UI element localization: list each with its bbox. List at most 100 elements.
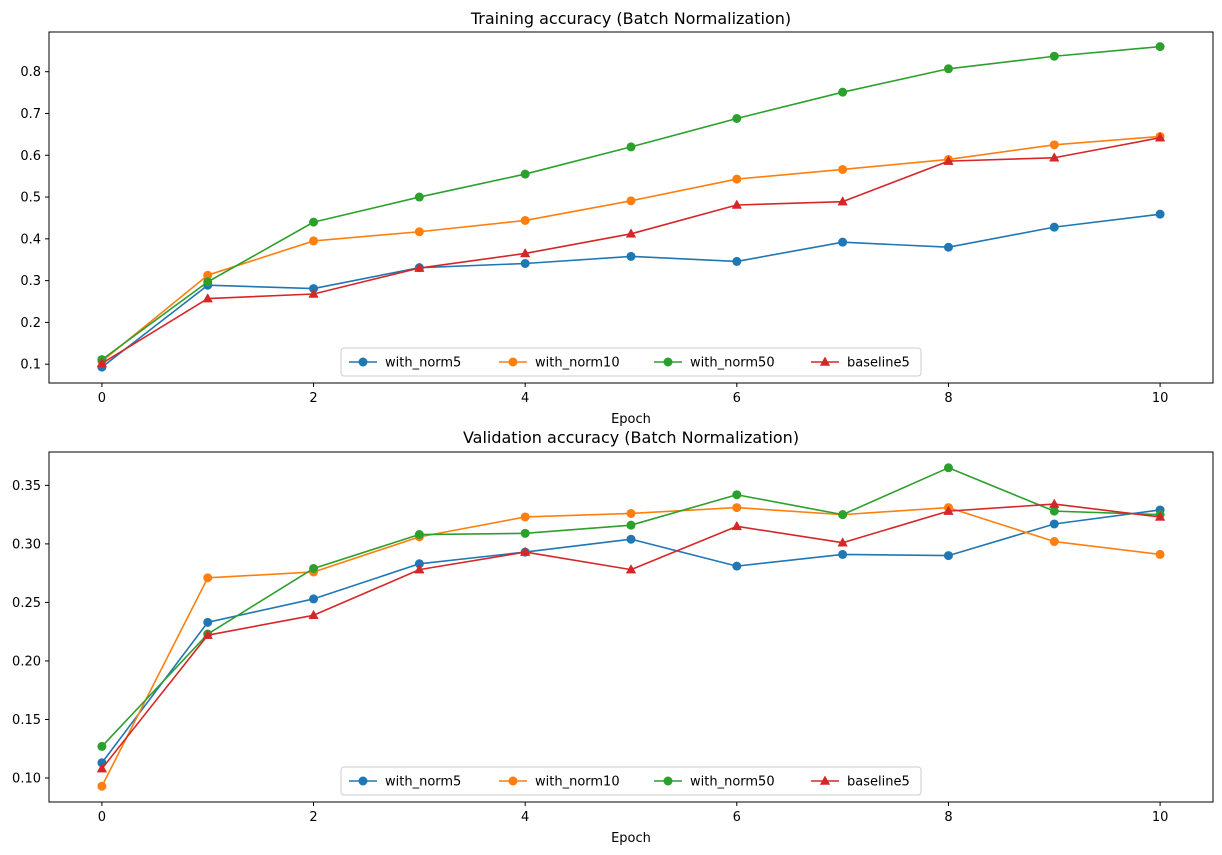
data-point: [1155, 209, 1165, 219]
plot-area: [96, 42, 1166, 372]
y-tick-label: 0.8: [20, 65, 41, 80]
y-tick-label: 0.6: [20, 149, 41, 164]
y-tick-label: 0.10: [12, 772, 41, 787]
data-point: [520, 247, 531, 258]
data-point: [414, 559, 424, 569]
data-point: [838, 549, 848, 559]
y-tick-label: 0.25: [12, 596, 41, 611]
legend-frame: [340, 347, 922, 377]
data-point: [1049, 140, 1059, 150]
data-point: [732, 503, 742, 513]
data-point: [1155, 549, 1165, 559]
data-point: [626, 142, 636, 152]
series-with_norm5: [97, 505, 1165, 768]
data-point: [625, 228, 637, 238]
data-point: [520, 528, 530, 538]
legend-label: with_norm10: [535, 775, 620, 790]
data-point: [309, 217, 319, 227]
data-point: [520, 169, 530, 179]
series-with_norm5: [97, 209, 1165, 372]
data-point: [626, 251, 636, 261]
legend-label: with_norm50: [690, 356, 775, 371]
data-point: [626, 520, 636, 530]
x-tick-label: 8: [944, 810, 952, 825]
y-tick-label: 0.20: [12, 654, 41, 669]
data-point: [203, 270, 213, 280]
legend-marker: [508, 357, 518, 367]
data-point: [943, 242, 953, 252]
axes-frame: [48, 451, 1214, 803]
x-tick-label: 10: [1152, 810, 1169, 825]
legend-label: with_norm5: [385, 356, 461, 371]
y-tick-label: 0.15: [12, 713, 41, 728]
data-point: [732, 113, 742, 123]
legend-marker: [508, 776, 518, 786]
data-point: [626, 534, 636, 544]
data-point: [202, 293, 213, 303]
data-point: [414, 530, 424, 540]
x-tick-label: 0: [98, 391, 106, 406]
data-point: [97, 741, 107, 751]
data-point: [732, 490, 742, 500]
legend-label: baseline5: [847, 775, 910, 790]
data-point: [309, 594, 319, 604]
data-point: [203, 277, 213, 287]
data-point: [626, 196, 636, 206]
data-point: [203, 617, 213, 627]
data-point: [202, 629, 213, 639]
y-tick-label: 0.5: [20, 191, 41, 206]
legend-item-baseline5: baseline5: [811, 356, 910, 371]
x-tick-label: 4: [521, 810, 529, 825]
data-point: [414, 262, 425, 272]
data-point: [732, 561, 742, 571]
x-tick-label: 6: [733, 810, 741, 825]
legend-label: with_norm10: [535, 356, 620, 371]
data-point: [626, 508, 636, 518]
x-tick-label: 8: [944, 391, 952, 406]
y-tick-label: 0.35: [12, 479, 41, 494]
data-point: [1049, 519, 1059, 529]
data-point: [309, 236, 319, 246]
data-point: [943, 551, 953, 561]
legend-marker: [358, 776, 368, 786]
legend-item-with_norm10: with_norm10: [499, 356, 620, 371]
legend-label: with_norm50: [690, 775, 775, 790]
x-tick-label: 6: [733, 391, 741, 406]
legend-label: with_norm5: [385, 775, 461, 790]
data-point: [943, 64, 953, 74]
data-point: [943, 505, 954, 515]
data-point: [308, 288, 319, 298]
training-accuracy-chart: Training accuracy (Batch Normalization) …: [20, 9, 1214, 427]
series-with_norm10: [97, 131, 1165, 366]
validation-accuracy-chart: Validation accuracy (Batch Normalization…: [12, 428, 1214, 846]
data-point: [1049, 506, 1059, 516]
data-point: [309, 563, 319, 573]
legend-item-with_norm10: with_norm10: [499, 775, 620, 790]
legend-frame: [340, 766, 922, 796]
data-point: [625, 564, 637, 574]
data-point: [838, 237, 848, 247]
data-point: [1154, 511, 1166, 521]
data-point: [414, 227, 424, 237]
data-point: [1049, 222, 1059, 232]
legend-item-baseline5: baseline5: [811, 775, 910, 790]
x-axis-label: Epoch: [611, 831, 651, 846]
legend-label: baseline5: [847, 356, 910, 371]
legend-item-with_norm50: with_norm50: [654, 775, 775, 790]
data-point: [838, 510, 848, 520]
data-point: [1049, 498, 1060, 508]
data-point: [943, 463, 953, 473]
legend-marker: [663, 357, 673, 367]
data-point: [732, 174, 742, 184]
data-point: [414, 192, 424, 202]
chart-title: Validation accuracy (Batch Normalization…: [463, 428, 799, 447]
data-point: [520, 215, 530, 225]
data-point: [1154, 132, 1166, 142]
x-tick-label: 10: [1152, 391, 1169, 406]
data-point: [308, 609, 319, 620]
y-tick-label: 0.4: [20, 232, 41, 247]
series-baseline5: [96, 498, 1166, 773]
x-tick-label: 4: [521, 391, 529, 406]
